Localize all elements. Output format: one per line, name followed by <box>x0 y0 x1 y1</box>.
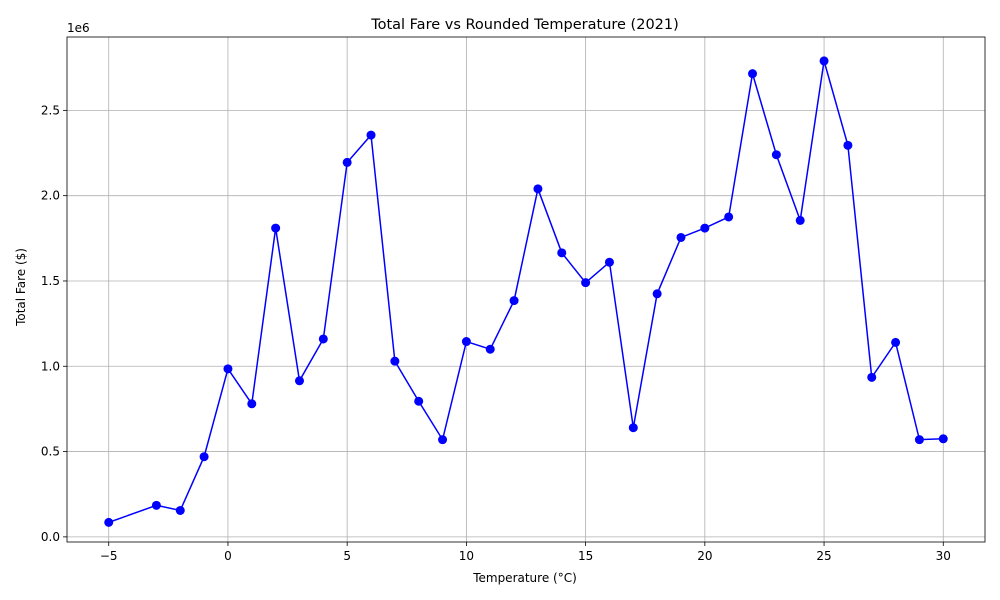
data-point <box>151 500 161 510</box>
data-point <box>438 435 448 445</box>
data-point <box>175 505 185 515</box>
data-point <box>485 344 495 354</box>
chart-title: Total Fare vs Rounded Temperature (2021) <box>370 17 679 33</box>
data-point <box>199 452 209 462</box>
data-point <box>271 223 281 233</box>
y-tick-label: 0.5 <box>41 445 60 459</box>
x-tick-label: 5 <box>343 549 351 563</box>
data-point <box>461 337 471 347</box>
y-axis-ticks: 0.0 0.5 1.0 1.5 2.0 2.5 <box>41 103 67 544</box>
y-tick-label: 1.0 <box>41 359 60 373</box>
data-point <box>509 296 519 306</box>
data-point <box>604 257 614 267</box>
data-point <box>771 150 781 160</box>
grid <box>67 37 985 542</box>
x-tick-label: −5 <box>100 549 118 563</box>
y-tick-label: 2.5 <box>41 103 60 117</box>
data-point <box>867 372 877 382</box>
data-point <box>318 334 328 344</box>
data-point <box>366 130 376 140</box>
data-point <box>533 184 543 194</box>
y-tick-label: 1.5 <box>41 274 60 288</box>
data-point <box>652 289 662 299</box>
x-axis-label: Temperature (°C) <box>472 571 577 585</box>
data-point <box>414 396 424 406</box>
data-point <box>748 69 758 79</box>
x-tick-label: 10 <box>459 549 474 563</box>
data-point <box>724 212 734 222</box>
data-point <box>581 278 591 288</box>
y-axis-offset-label: 1e6 <box>67 21 90 35</box>
data-point <box>342 157 352 167</box>
data-point <box>104 517 114 527</box>
data-point <box>700 223 710 233</box>
x-tick-label: 15 <box>578 549 593 563</box>
plot-frame <box>66 36 986 543</box>
y-tick-label: 2.0 <box>41 189 60 203</box>
series-layer <box>104 56 948 527</box>
x-tick-label: 0 <box>224 549 232 563</box>
data-point <box>294 376 304 386</box>
y-tick-label: 0.0 <box>41 530 60 544</box>
data-point <box>223 364 233 374</box>
data-point <box>247 399 257 409</box>
data-point <box>390 356 400 366</box>
x-axis-ticks: −5 0 5 10 15 20 25 30 <box>100 542 951 563</box>
y-axis-label: Total Fare ($) <box>14 248 28 327</box>
x-tick-label: 30 <box>936 549 951 563</box>
data-point <box>938 434 948 444</box>
x-tick-label: 20 <box>697 549 712 563</box>
data-point <box>914 435 924 445</box>
data-point <box>557 248 567 258</box>
x-tick-label: 25 <box>816 549 831 563</box>
data-point <box>795 215 805 225</box>
data-point <box>819 56 829 66</box>
data-point <box>676 232 686 242</box>
data-point <box>628 423 638 433</box>
data-point <box>891 337 901 347</box>
data-point <box>843 140 853 150</box>
